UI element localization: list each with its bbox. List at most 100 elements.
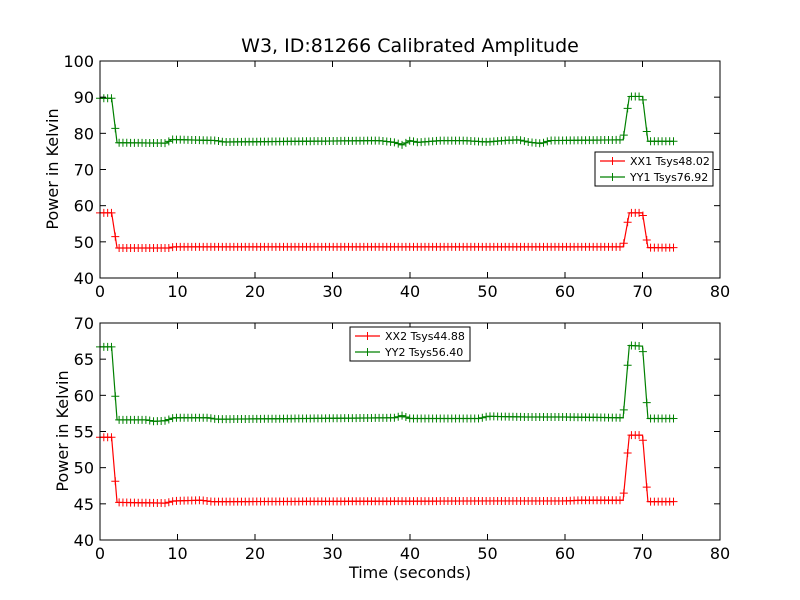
data-point bbox=[638, 436, 647, 445]
legend-label: XX2 Tsys44.88 bbox=[385, 330, 465, 343]
data-point bbox=[623, 361, 632, 370]
data-point bbox=[164, 243, 173, 252]
data-point bbox=[394, 139, 403, 148]
x-tick-label: 60 bbox=[555, 544, 575, 563]
y-tick-label: 40 bbox=[74, 269, 94, 288]
data-point bbox=[161, 139, 169, 148]
y-tick-label: 100 bbox=[63, 52, 94, 71]
chart-title: W3, ID:81266 Calibrated Amplitude bbox=[241, 35, 579, 57]
x-tick-label: 40 bbox=[400, 544, 420, 563]
data-point bbox=[642, 483, 651, 492]
data-point bbox=[111, 477, 120, 486]
data-point bbox=[623, 104, 632, 113]
data-point bbox=[669, 137, 678, 146]
data-point bbox=[615, 242, 624, 251]
data-point bbox=[401, 412, 410, 421]
legend-marker bbox=[608, 173, 617, 181]
series-1 bbox=[96, 208, 678, 252]
data-point bbox=[164, 415, 173, 424]
y-tick-label: 60 bbox=[74, 386, 94, 405]
data-point bbox=[478, 413, 487, 422]
legend-box bbox=[594, 151, 714, 187]
y-tick-label: 60 bbox=[74, 197, 94, 216]
x-tick-label: 10 bbox=[167, 544, 187, 563]
series-line bbox=[100, 434, 674, 504]
data-point bbox=[623, 449, 632, 458]
legend-marker bbox=[608, 157, 617, 165]
data-point bbox=[164, 498, 173, 507]
legend-label: XX1 Tsys48.02 bbox=[630, 155, 710, 168]
y-tick-label: 80 bbox=[74, 124, 94, 143]
legend-box bbox=[349, 326, 471, 362]
data-point bbox=[669, 414, 678, 423]
data-point bbox=[635, 431, 644, 440]
legend-marker bbox=[363, 348, 372, 356]
data-point bbox=[635, 341, 644, 350]
legend: XX1 Tsys48.02 YY1 Tsys76.92 bbox=[594, 151, 714, 187]
data-point bbox=[394, 412, 403, 421]
data-point bbox=[398, 411, 407, 420]
data-point bbox=[638, 95, 647, 104]
data-point bbox=[516, 136, 525, 145]
y-tick-label: 50 bbox=[74, 459, 94, 478]
x-tick-label: 60 bbox=[555, 282, 575, 301]
data-point bbox=[615, 496, 624, 505]
y-tick-label: 55 bbox=[74, 423, 94, 442]
y-tick-label: 65 bbox=[74, 350, 94, 369]
data-point bbox=[669, 243, 678, 252]
data-point bbox=[401, 138, 410, 147]
series-2 bbox=[96, 341, 678, 426]
data-point bbox=[111, 232, 120, 241]
data-point bbox=[619, 489, 628, 498]
data-point bbox=[398, 140, 407, 149]
y-tick-label: 70 bbox=[74, 161, 94, 180]
x-tick-label: 80 bbox=[710, 544, 730, 563]
data-point bbox=[623, 218, 632, 227]
data-point bbox=[520, 137, 529, 146]
x-tick-label: 20 bbox=[245, 282, 265, 301]
data-point bbox=[206, 414, 215, 423]
data-point bbox=[107, 94, 116, 103]
data-point bbox=[145, 416, 154, 425]
data-point bbox=[642, 127, 651, 136]
series-1 bbox=[96, 431, 678, 508]
legend-label: YY1 Tsys76.92 bbox=[629, 171, 708, 184]
x-tick-label: 70 bbox=[632, 544, 652, 563]
data-point bbox=[474, 414, 483, 423]
x-tick-label: 80 bbox=[710, 282, 730, 301]
data-point bbox=[642, 398, 651, 407]
legend-marker bbox=[363, 332, 372, 340]
legend-label: YY2 Tsys56.40 bbox=[384, 346, 463, 359]
data-point bbox=[539, 138, 548, 147]
x-tick-label: 40 bbox=[400, 282, 420, 301]
legend: XX2 Tsys44.88 YY2 Tsys56.40 bbox=[349, 326, 471, 362]
data-point bbox=[669, 497, 678, 506]
data-point bbox=[390, 138, 399, 147]
series-line bbox=[100, 212, 674, 249]
x-tick-label: 0 bbox=[95, 282, 105, 301]
data-point bbox=[111, 392, 120, 401]
data-point bbox=[543, 137, 552, 146]
bottom-y-axis-label: Power in Kelvin bbox=[53, 370, 72, 491]
series-2 bbox=[96, 92, 678, 149]
y-tick-label: 70 bbox=[74, 314, 94, 333]
data-point bbox=[638, 211, 647, 220]
bottom-plot: 0 10 20 30 40 50 60 70 80 40 45 50 55 60 65 70 XX2 Tsys4… bbox=[74, 314, 731, 563]
x-tick-label: 10 bbox=[167, 282, 187, 301]
x-tick-label: 30 bbox=[322, 544, 342, 563]
data-point bbox=[409, 137, 418, 146]
data-point bbox=[107, 208, 116, 217]
top-plot: 0 10 20 30 40 50 60 70 80 40 50 60 70 80 90 100 XX1 Tsys… bbox=[63, 52, 730, 301]
data-point bbox=[141, 415, 150, 424]
x-tick-label: 20 bbox=[245, 544, 265, 563]
data-point bbox=[524, 137, 533, 146]
data-point bbox=[619, 405, 628, 414]
data-point bbox=[405, 136, 414, 145]
data-point bbox=[619, 239, 628, 248]
data-point bbox=[635, 92, 644, 101]
data-point bbox=[615, 135, 624, 144]
y-tick-label: 45 bbox=[74, 495, 94, 514]
data-point bbox=[161, 499, 169, 508]
data-point bbox=[615, 413, 624, 422]
